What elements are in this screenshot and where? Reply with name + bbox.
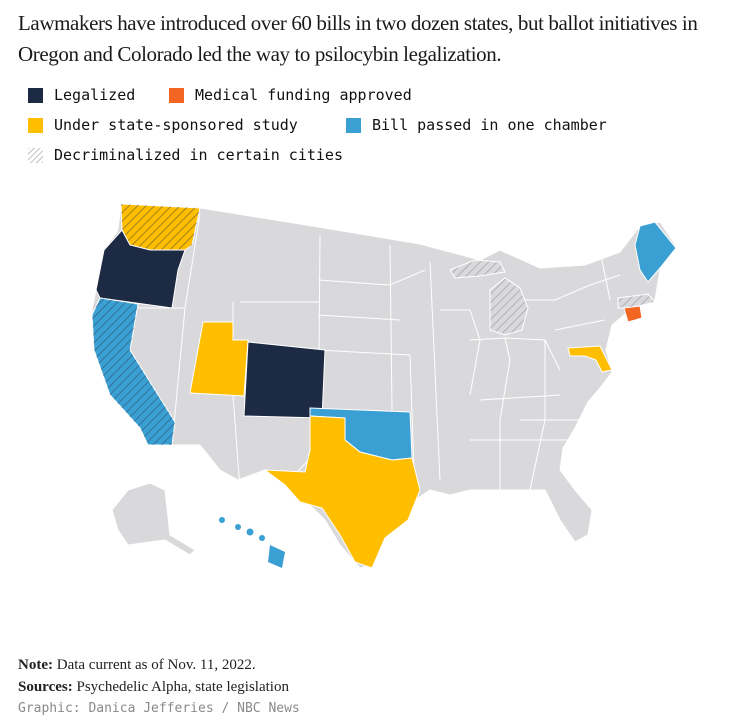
state-michigan-lower — [489, 277, 529, 336]
state-colorado — [243, 341, 326, 419]
legend-label: Legalized — [54, 86, 136, 104]
us-map — [91, 203, 677, 569]
legend-item-legalized: Legalized — [28, 86, 135, 104]
state-connecticut — [623, 305, 643, 323]
legend-swatch-medical-funding — [169, 87, 184, 103]
state-michigan-upper — [449, 259, 506, 279]
legend-item-medical-funding: Medical funding approved — [169, 86, 412, 104]
note-label: Note: — [18, 657, 53, 673]
state-massachusetts — [617, 293, 656, 309]
legend-swatch-state-study — [28, 117, 43, 133]
legend-swatch-legalized — [28, 87, 43, 103]
headline: Lawmakers have introduced over 60 bills … — [18, 11, 698, 66]
state-maine — [634, 221, 677, 283]
legend-label: Bill passed in one chamber — [372, 116, 607, 134]
alaska — [111, 482, 196, 556]
legend-label: Medical funding approved — [195, 86, 412, 104]
state-utah — [189, 321, 249, 397]
sources-label: Sources: — [18, 679, 73, 695]
state-oregon — [95, 229, 186, 309]
sources-line: Sources: Psychedelic Alpha, state legisl… — [18, 676, 718, 698]
state-california-hatch — [92, 298, 175, 445]
state-texas — [263, 415, 421, 569]
legend-item-one-chamber: Bill passed in one chamber — [346, 116, 607, 134]
state-washington-hatch — [121, 204, 200, 250]
state-maryland — [567, 345, 613, 373]
note-text: Data current as of Nov. 11, 2022. — [56, 657, 256, 673]
legend-swatch-one-chamber — [346, 117, 361, 133]
state-hawaii — [219, 517, 285, 568]
legend-item-state-study: Under state-sponsored study — [28, 116, 298, 134]
legend-item-decriminalized: Decriminalized in certain cities — [28, 146, 343, 164]
credit-line: Graphic: Danica Jefferies / NBC News — [18, 701, 300, 716]
notes: Note: Data current as of Nov. 11, 2022. … — [18, 654, 718, 720]
sources-text: Psychedelic Alpha, state legislation — [76, 679, 289, 695]
legend-swatch-decriminalized — [28, 147, 43, 163]
note-line: Note: Data current as of Nov. 11, 2022. — [18, 654, 718, 676]
legend-label: Under state-sponsored study — [54, 116, 298, 134]
legend-label: Decriminalized in certain cities — [54, 146, 343, 164]
